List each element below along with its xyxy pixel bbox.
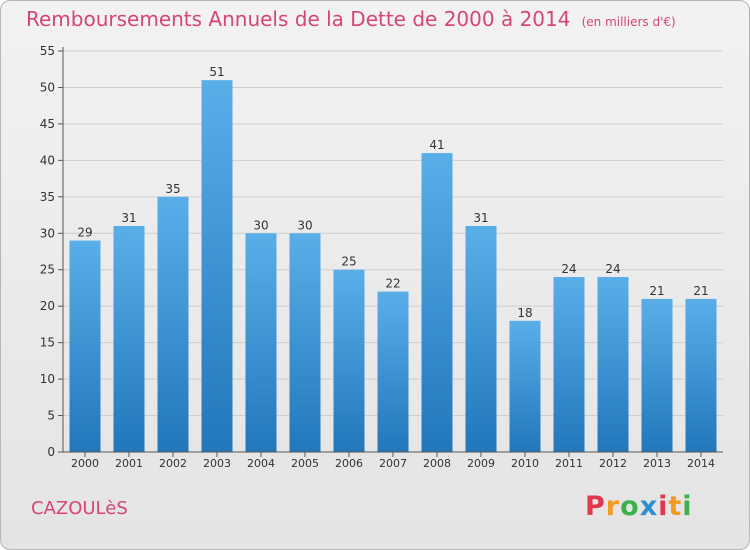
data-label: 21 (649, 284, 664, 298)
bar (553, 277, 585, 452)
bar (597, 277, 629, 452)
bar (685, 298, 717, 452)
data-label: 24 (605, 262, 620, 276)
y-tick-label: 5 (47, 409, 55, 423)
logo-letter: t (668, 491, 683, 522)
bar (465, 225, 497, 452)
x-tick-label: 2008 (423, 457, 451, 470)
x-tick-label: 2000 (71, 457, 99, 470)
y-tick-label: 40 (40, 153, 55, 167)
data-label: 31 (473, 211, 488, 225)
logo-letter: i (682, 491, 693, 522)
x-tick-label: 2011 (555, 457, 583, 470)
x-tick-label: 2004 (247, 457, 275, 470)
x-tick-label: 2010 (511, 457, 539, 470)
y-tick-label: 50 (40, 80, 55, 94)
unit-note: (en milliers d'€) (581, 15, 676, 29)
bar (245, 233, 277, 452)
chart-title: Remboursements Annuels de la Dette de 20… (26, 7, 676, 31)
data-label: 30 (297, 218, 312, 232)
data-label: 22 (385, 277, 400, 291)
data-label: 24 (561, 262, 576, 276)
logo-letter: i (658, 491, 669, 522)
logo-letter: P (585, 491, 606, 522)
y-tick-label: 45 (40, 117, 55, 131)
x-tick-label: 2007 (379, 457, 407, 470)
bar (421, 153, 453, 452)
labels: 0 5 10 15 20 25 30 35 40 45 50 55 29 2000 31 2001 35 2002… (40, 44, 715, 470)
x-tick-label: 2009 (467, 457, 495, 470)
data-label: 25 (341, 255, 356, 269)
logo-letter: x (639, 491, 659, 522)
data-label: 31 (121, 211, 136, 225)
data-label: 18 (517, 306, 532, 320)
x-tick-label: 2002 (159, 457, 187, 470)
proxiti-logo: Proxiti (585, 491, 693, 522)
y-tick-label: 10 (40, 372, 55, 386)
x-tick-label: 2014 (687, 457, 715, 470)
bar (201, 80, 233, 452)
bar (333, 269, 365, 452)
axes (58, 47, 723, 457)
logo-letter: o (620, 491, 640, 522)
data-label: 30 (253, 218, 268, 232)
bar (509, 320, 541, 452)
x-tick-label: 2006 (335, 457, 363, 470)
bar (69, 240, 101, 452)
y-tick-label: 15 (40, 336, 55, 350)
x-tick-label: 2001 (115, 457, 143, 470)
data-label: 51 (209, 65, 224, 79)
data-label: 41 (429, 138, 444, 152)
bar (157, 196, 189, 452)
data-label: 29 (77, 226, 92, 240)
bars (69, 80, 717, 452)
bar (113, 225, 145, 452)
commune-name: CAZOULèS (31, 498, 128, 519)
x-tick-label: 2003 (203, 457, 231, 470)
data-label: 21 (693, 284, 708, 298)
y-tick-label: 25 (40, 263, 55, 277)
logo-letter: r (605, 491, 621, 522)
y-tick-label: 30 (40, 226, 55, 240)
y-tick-label: 55 (40, 44, 55, 58)
data-label: 35 (165, 182, 180, 196)
x-tick-label: 2012 (599, 457, 627, 470)
y-tick-label: 20 (40, 299, 55, 313)
y-tick-label: 0 (47, 445, 55, 459)
bar (377, 291, 409, 452)
x-tick-label: 2013 (643, 457, 671, 470)
bar (289, 233, 321, 452)
x-tick-label: 2005 (291, 457, 319, 470)
title-text: Remboursements Annuels de la Dette de 20… (26, 7, 571, 31)
bar (641, 298, 673, 452)
y-tick-label: 35 (40, 190, 55, 204)
